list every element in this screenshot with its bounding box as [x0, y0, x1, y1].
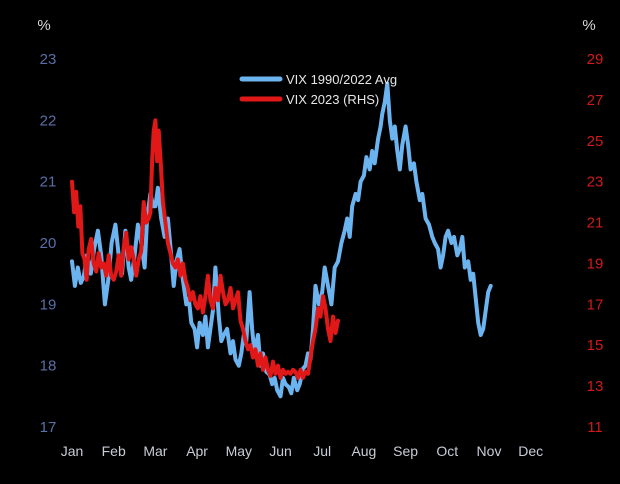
- right-tick-label: 17: [587, 296, 604, 313]
- x-tick-label: Mar: [143, 443, 167, 459]
- left-tick-label: 19: [40, 296, 57, 313]
- series-line-vix-2023: [70, 118, 340, 380]
- series-line-vix-avg: [70, 81, 493, 399]
- legend-label-vix-avg: VIX 1990/2022 Avg: [286, 72, 397, 87]
- x-tick-label: Feb: [102, 443, 126, 459]
- left-tick-label: 22: [40, 112, 57, 129]
- x-tick-label: Jan: [61, 443, 84, 459]
- x-tick-label: May: [226, 443, 252, 459]
- x-tick-label: Apr: [186, 443, 208, 459]
- right-unit-label: %: [582, 17, 595, 34]
- legend: VIX 1990/2022 Avg VIX 2023 (RHS): [239, 72, 397, 107]
- x-tick-label: Nov: [477, 443, 502, 459]
- x-tick-label: Oct: [436, 443, 458, 459]
- right-tick-label: 21: [587, 215, 604, 232]
- x-tick-label: Sep: [393, 443, 418, 459]
- right-tick-label: 23: [587, 174, 604, 191]
- series-layer: [70, 81, 493, 399]
- x-tick-label: Aug: [351, 443, 376, 459]
- x-tick-label: Jun: [269, 443, 292, 459]
- right-tick-label: 13: [587, 378, 604, 395]
- left-unit-label: %: [37, 17, 50, 34]
- left-tick-label: 23: [40, 51, 57, 68]
- right-tick-label: 19: [587, 255, 604, 272]
- left-tick-label: 20: [40, 235, 57, 252]
- right-tick-label: 11: [587, 419, 603, 436]
- x-tick-label: Jul: [313, 443, 331, 459]
- x-axis-ticks: Jan Feb Mar Apr May Jun Jul Aug Sep Oct Nov Dec: [61, 443, 543, 459]
- right-tick-label: 27: [587, 92, 604, 109]
- right-tick-label: 25: [587, 133, 604, 150]
- left-tick-label: 18: [40, 358, 57, 375]
- left-tick-label: 21: [40, 174, 57, 191]
- x-tick-label: Dec: [518, 443, 543, 459]
- right-axis-ticks: 11 13 15 17 19 21 23 25 27 29: [587, 51, 604, 436]
- right-tick-label: 29: [587, 51, 604, 68]
- legend-label-vix-2023: VIX 2023 (RHS): [286, 92, 379, 107]
- left-tick-label: 17: [40, 419, 57, 436]
- right-tick-label: 15: [587, 337, 604, 354]
- left-axis-ticks: 17 18 19 20 21 22 23: [40, 51, 57, 436]
